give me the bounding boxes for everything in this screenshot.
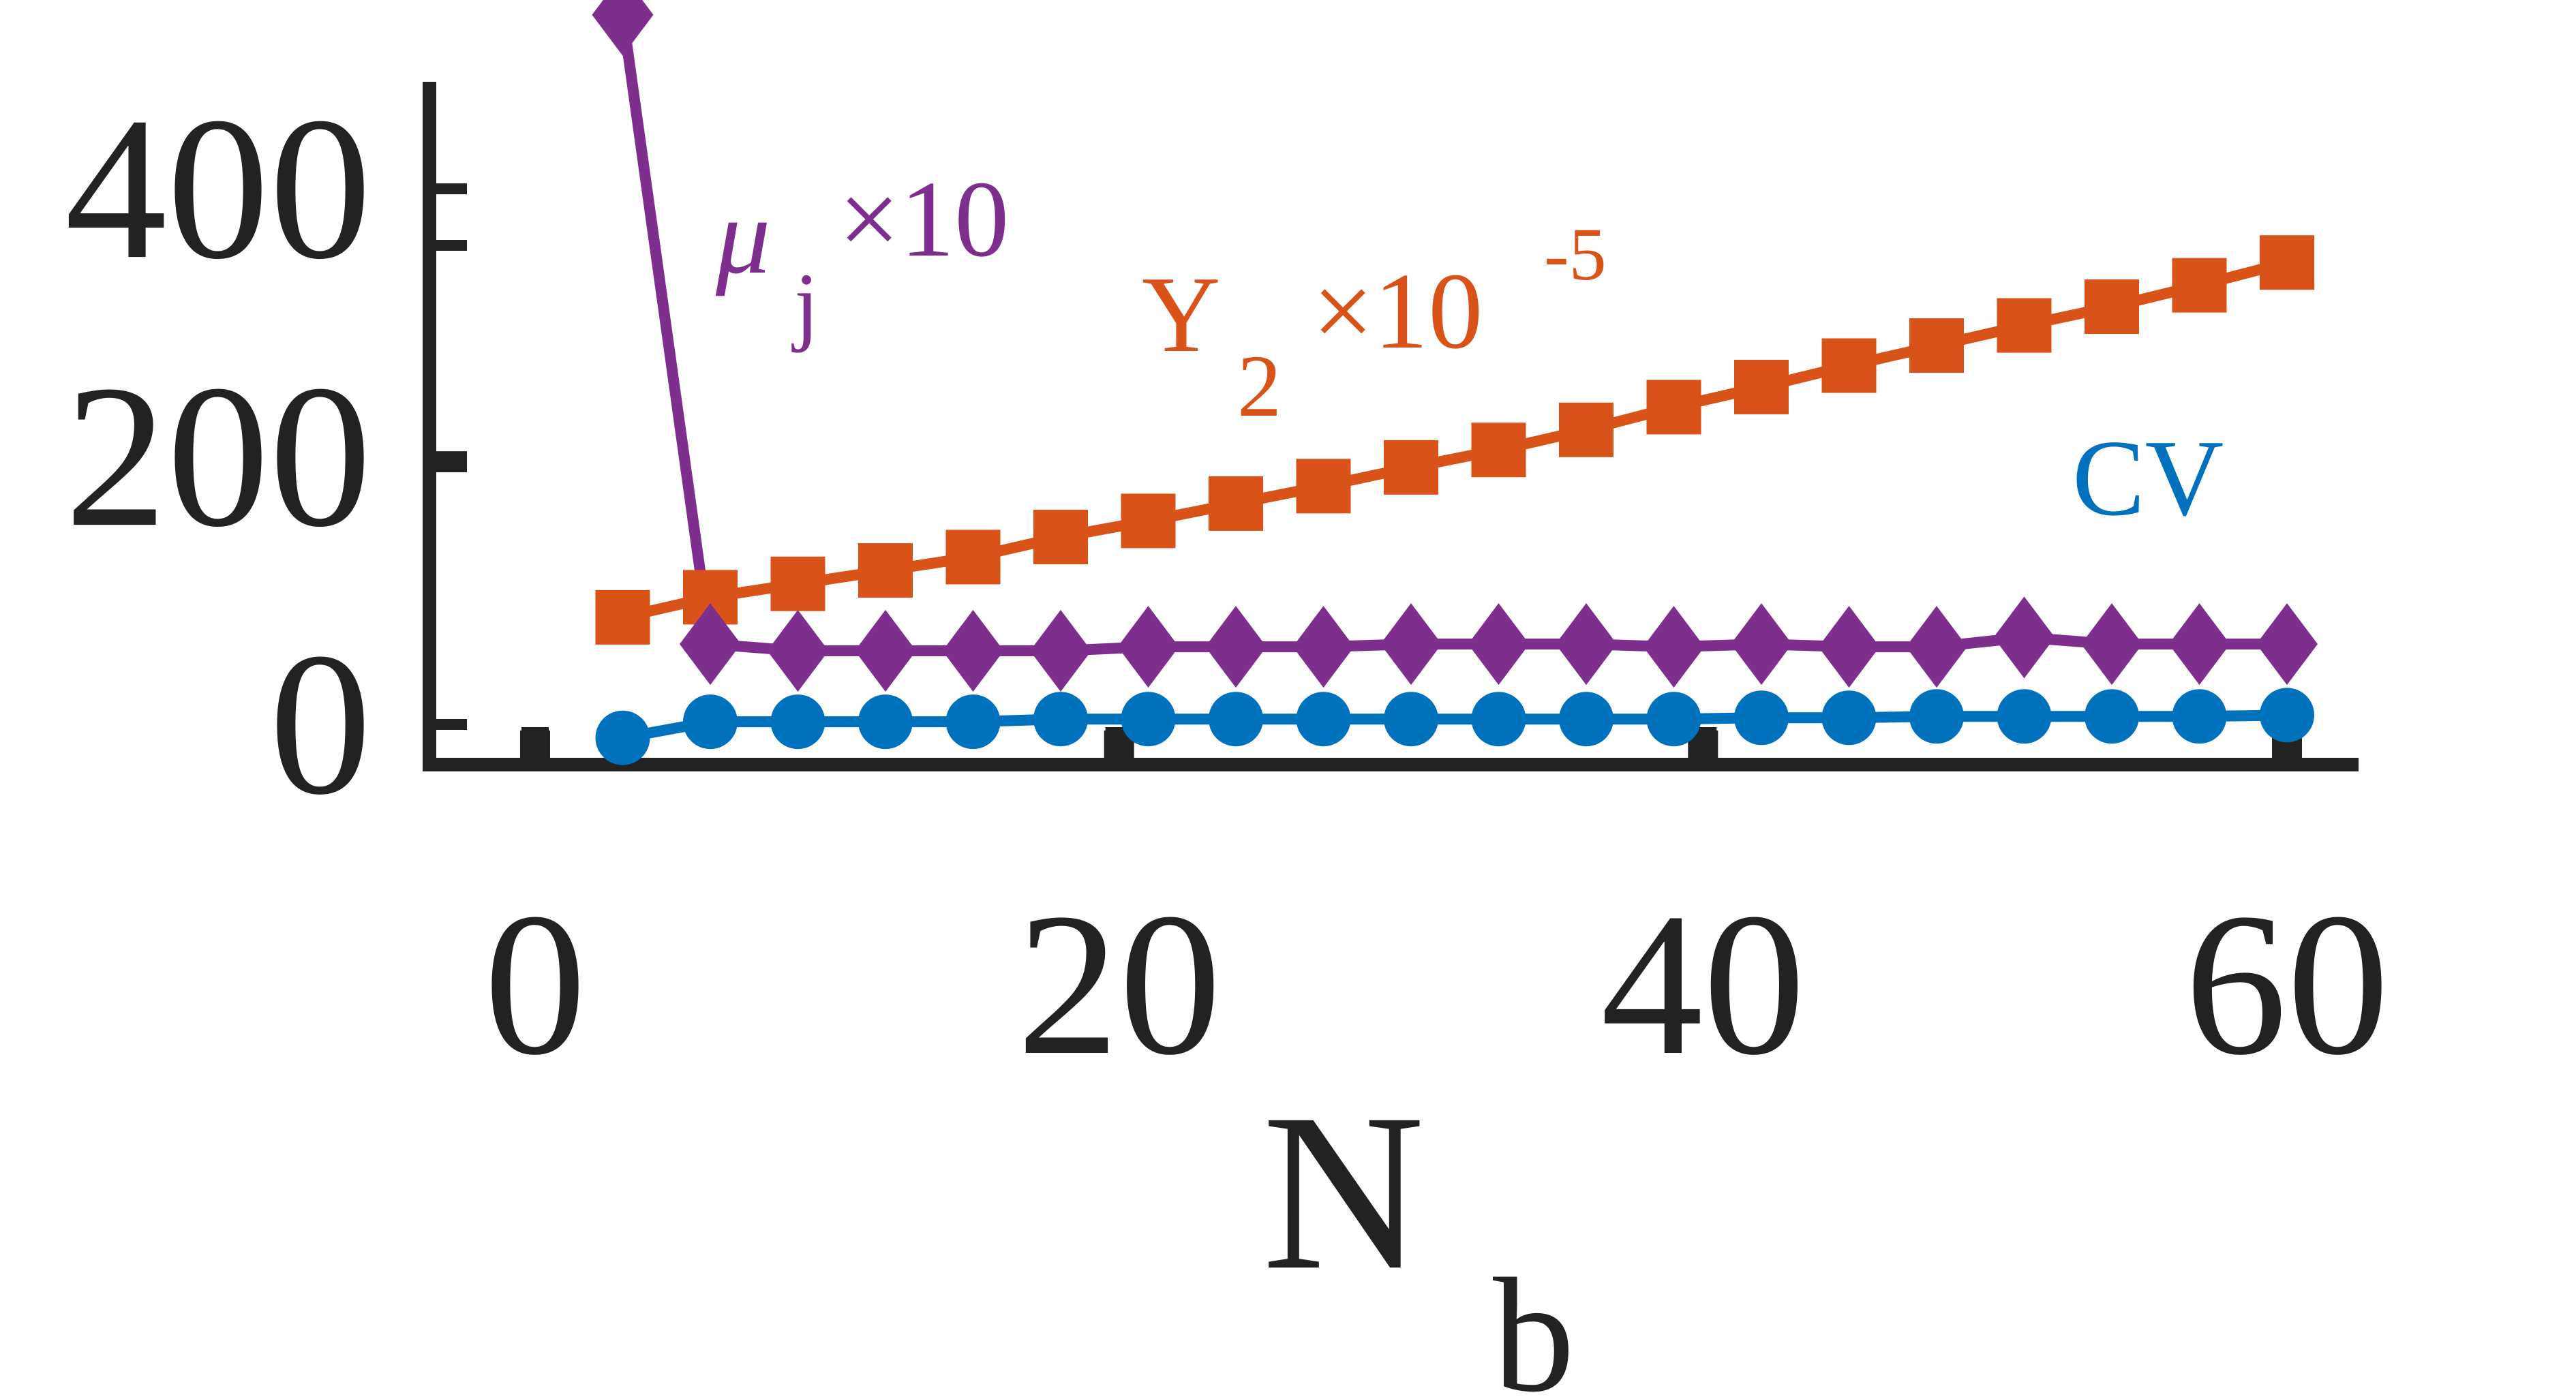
data-point-y2 — [1384, 440, 1438, 495]
data-point-y2 — [858, 543, 913, 598]
data-point-y2 — [1471, 423, 1526, 478]
data-point-mu — [1205, 606, 1267, 688]
data-point-mu — [2256, 603, 2318, 686]
x-tick-label: 40 — [1601, 871, 1805, 1097]
data-point-mu — [1468, 603, 1530, 686]
data-point-cv — [595, 710, 650, 765]
x-tick-label: 0 — [484, 871, 586, 1097]
series-markers — [592, 0, 2318, 765]
data-point-y2 — [2172, 258, 2227, 313]
tick-labels: 0 200 400 0 20 40 60 — [65, 75, 2389, 1097]
annotation-mu-factor: ×10 — [838, 158, 1009, 279]
x-axis-title: N — [1262, 1068, 1425, 1317]
data-point-cv — [858, 694, 913, 750]
y-tick-label: 0 — [269, 611, 372, 837]
data-point-cv — [1209, 692, 1263, 747]
data-point-y2 — [945, 529, 1001, 585]
data-point-mu — [1380, 603, 1442, 686]
data-point-y2 — [1033, 510, 1088, 564]
data-point-cv — [2260, 688, 2314, 743]
data-point-cv — [1997, 689, 2052, 744]
data-point-cv — [1121, 692, 1176, 747]
annotation-y2-factor: ×10 — [1312, 250, 1483, 371]
data-point-mu — [855, 610, 916, 692]
data-point-mu — [1993, 596, 2055, 679]
data-point-y2 — [1209, 476, 1263, 531]
data-point-cv — [683, 694, 738, 750]
data-point-cv — [1909, 689, 1964, 744]
data-point-y2 — [1821, 338, 1877, 393]
data-point-mu — [592, 0, 654, 56]
data-point-mu — [680, 603, 741, 686]
x-tick — [520, 731, 550, 765]
annotation-mu-symbol: μ — [715, 175, 770, 296]
data-point-cv — [945, 694, 1001, 750]
x-axis-title-subscript: b — [1493, 1244, 1575, 1397]
data-point-cv — [2085, 689, 2139, 744]
data-point-mu — [1292, 606, 1354, 688]
annotation-y2-symbol: Y — [1142, 254, 1221, 375]
data-point-y2 — [595, 589, 650, 645]
data-point-y2 — [1909, 318, 1964, 373]
data-point-mu — [1556, 603, 1617, 686]
data-point-cv — [1471, 692, 1526, 747]
data-point-y2 — [2085, 279, 2139, 335]
data-point-mu — [767, 610, 829, 692]
data-point-y2 — [1559, 402, 1613, 457]
axes — [423, 82, 2359, 771]
data-point-cv — [770, 694, 825, 750]
x-tick-label: 20 — [1017, 871, 1222, 1097]
data-point-y2 — [770, 556, 825, 611]
data-point-cv — [1646, 692, 1701, 747]
data-point-mu — [1643, 606, 1705, 688]
annotation-y2: Y 2 ×10 -5 — [1142, 213, 1607, 435]
data-point-mu — [1117, 606, 1179, 688]
annotation-y2-superscript: -5 — [1544, 213, 1607, 296]
y-tick-label: 200 — [65, 343, 372, 569]
data-point-cv — [1559, 692, 1613, 747]
x-tick-label: 60 — [2185, 871, 2389, 1097]
data-point-mu — [2168, 603, 2230, 686]
data-point-mu — [1030, 610, 1091, 692]
data-point-y2 — [1646, 380, 1701, 435]
data-point-y2 — [1296, 459, 1351, 514]
data-point-cv — [1033, 692, 1088, 747]
data-point-mu — [1818, 606, 1880, 688]
data-point-cv — [1296, 692, 1351, 747]
annotation-y2-subscript: 2 — [1237, 337, 1282, 435]
data-point-cv — [1384, 692, 1438, 747]
data-point-cv — [2172, 689, 2227, 744]
data-point-y2 — [2260, 235, 2314, 290]
data-point-cv — [1821, 690, 1877, 746]
data-point-y2 — [1734, 359, 1789, 414]
y-tick-label: 400 — [65, 75, 372, 301]
data-point-cv — [1734, 690, 1789, 746]
annotation-mu-subscript: j — [791, 256, 819, 354]
data-point-mu — [2081, 603, 2142, 686]
data-point-mu — [1731, 603, 1792, 686]
data-point-y2 — [1997, 298, 2052, 353]
data-point-y2 — [1121, 493, 1176, 549]
data-point-mu — [1906, 606, 1967, 688]
data-point-mu — [942, 610, 1004, 692]
annotation-mu: μ j ×10 — [715, 158, 1009, 354]
annotation-cv: CV — [2072, 417, 2224, 538]
